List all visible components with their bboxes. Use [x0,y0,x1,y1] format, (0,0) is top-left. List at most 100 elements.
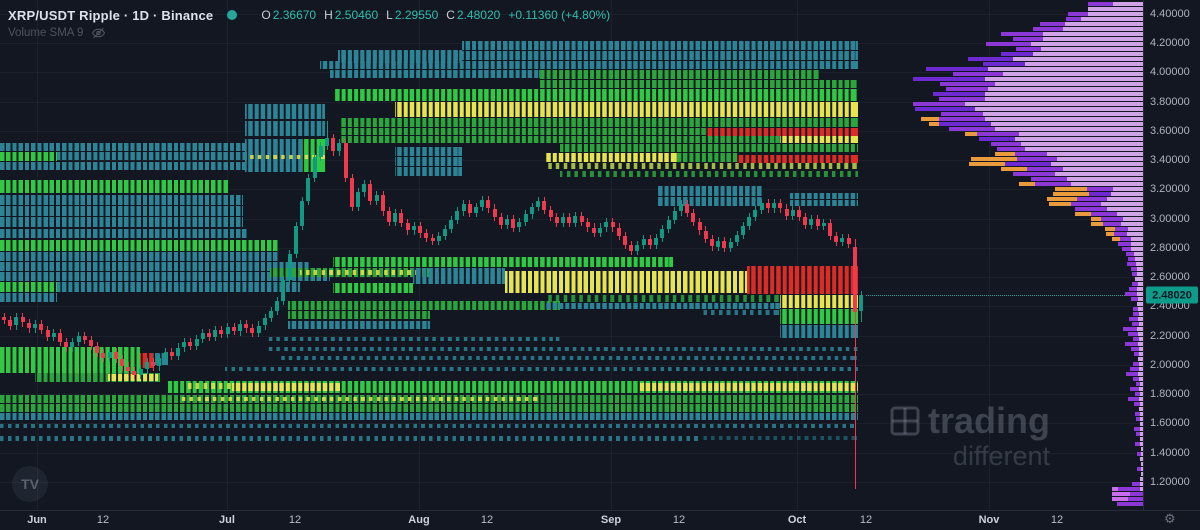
volume-profile-segment [1134,352,1139,356]
volume-profile-row [1001,167,1143,171]
heatmap-band [0,424,858,428]
volume-profile-segment [1140,432,1143,436]
volume-profile-segment [939,117,985,121]
open-label: O [261,8,271,22]
indicator-label[interactable]: Volume SMA 9 [8,27,84,39]
volume-profile-row [1129,317,1143,321]
candle [418,226,423,234]
volume-profile-segment [1140,457,1143,461]
time-tick-label: 12 [672,514,686,526]
time-tick-label: 12 [288,514,302,526]
price-tick-label: 3.60000 [1150,125,1190,137]
volume-profile-row [1132,272,1143,276]
volume-profile-row [1118,242,1143,246]
grid-line-horizontal [0,14,1143,15]
candle [57,332,62,342]
candle [747,217,752,227]
volume-profile-row [1140,457,1143,461]
volume-profile-segment [1140,422,1143,426]
time-axis[interactable]: Jun 12 Jul 12 Aug 12 Sep 12 Oct 12 Nov 12 [0,510,1200,530]
volume-profile-segment [1071,202,1101,206]
volume-profile-segment [988,87,1143,91]
volume-profile-segment [1140,382,1143,386]
candle [505,218,509,225]
volume-profile-segment [1113,2,1143,6]
volume-profile-row [1125,342,1143,346]
volume-profile-row [929,122,1143,126]
volume-profile-segment [975,107,1143,111]
volume-profile-segment [1101,217,1123,221]
open-value: 2.36670 [272,8,317,22]
settings-gear-icon[interactable]: ⚙ [1164,511,1176,526]
candle [356,192,360,207]
time-tick-label: Jun [27,514,47,526]
volume-profile-segment [1136,417,1140,421]
price-tick-label: 1.40000 [1150,447,1190,459]
candle [88,340,93,346]
eye-slash-icon[interactable] [91,27,106,39]
volume-profile-segment [1138,282,1143,286]
heatmap-band [790,200,858,206]
heatmap-band [560,144,858,152]
volume-profile-segment [939,122,991,126]
volume-profile-segment [988,67,1143,71]
candle [517,221,522,228]
volume-profile-segment [1140,482,1143,486]
price-axis[interactable]: 4.40000 4.20000 4.00000 3.80000 3.60000 3.400… [1143,0,1200,510]
volume-profile-segment [1063,27,1143,31]
candle [784,208,789,216]
volume-profile-row [995,152,1143,156]
indicator-row[interactable]: Volume SMA 9 [8,27,106,39]
candle [138,369,143,376]
volume-profile-row [953,72,1143,76]
volume-profile-row [1068,12,1143,16]
time-tick-label: Nov [978,514,1000,526]
tradingview-logo-text: TV [21,476,39,492]
heatmap-band [0,262,310,271]
grid-line-horizontal [0,219,1143,220]
volume-profile-row [926,67,1143,71]
candle [623,236,627,246]
symbol-title[interactable]: XRP/USDT Ripple · 1D · Binance [8,7,214,23]
candle [442,229,447,237]
close-value: 2.48020 [456,8,501,22]
volume-profile-row [1133,307,1143,311]
volume-profile-row [1126,252,1143,256]
chart-area[interactable] [0,0,1143,510]
volume-profile-segment [1053,192,1089,196]
volume-profile-row [1133,362,1143,366]
candle [126,366,131,371]
volume-profile-row [933,92,1143,96]
volume-profile-row [1135,412,1143,416]
volume-profile-row [1040,22,1143,26]
candle [368,183,373,202]
volume-profile-row [1117,502,1143,506]
candle [722,240,727,248]
volume-profile-segment [1133,312,1139,316]
volume-profile-segment [1131,347,1139,351]
volume-profile-row [1135,277,1143,281]
heatmap-band [780,136,858,143]
volume-profile-row [1141,462,1143,466]
candle [728,242,733,249]
volume-profile-row [913,102,1143,106]
volume-profile-segment [1075,212,1091,216]
heatmap-band [278,356,858,360]
candle [157,357,162,367]
heatmap-band [35,373,160,382]
volume-profile-segment [1043,32,1143,36]
volume-profile-segment [1132,482,1140,486]
tradingview-logo[interactable]: TV [12,466,48,502]
candle [362,183,367,193]
candle [262,318,267,326]
heatmap-band [540,80,858,88]
candle [685,204,690,213]
volume-profile-row [986,42,1143,46]
volume-profile-segment [1005,162,1051,166]
volume-profile-segment [1125,292,1137,296]
volume-profile-segment [995,152,1015,156]
volume-profile-segment [1016,47,1041,51]
candle [163,351,168,358]
candle [790,210,795,216]
